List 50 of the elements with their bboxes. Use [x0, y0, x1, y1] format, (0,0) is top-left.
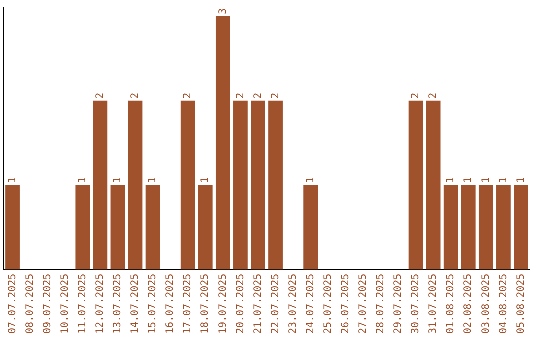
x-tick-label: 08.07.2025 — [24, 274, 36, 334]
data-label: 2 — [95, 92, 106, 99]
x-tick-label: 23.07.2025 — [288, 274, 299, 334]
x-tick-label: 02.08.2025 — [463, 274, 474, 334]
data-label: 1 — [200, 177, 212, 184]
x-tick-label: 10.07.2025 — [60, 274, 71, 334]
x-tick-label: 30.07.2025 — [410, 274, 422, 334]
x-tick-label: 22.07.2025 — [270, 274, 282, 334]
x-tick-label: 15.07.2025 — [148, 274, 159, 334]
x-tick-label: 21.07.2025 — [252, 274, 264, 334]
data-label: 2 — [235, 92, 246, 99]
data-label: 3 — [218, 8, 229, 14]
x-tick-label: 28.07.2025 — [376, 274, 387, 334]
data-label: 1 — [7, 177, 18, 184]
x-tick-label: 18.07.2025 — [200, 274, 212, 334]
data-label: 1 — [446, 177, 457, 184]
x-tick-label: 01.08.2025 — [446, 274, 457, 334]
x-tick-label: 13.07.2025 — [112, 274, 124, 334]
x-tick-label: 20.07.2025 — [235, 274, 246, 334]
data-label: 2 — [270, 92, 282, 99]
x-tick-label: 03.08.2025 — [480, 274, 492, 334]
x-tick-label: 17.07.2025 — [182, 274, 194, 334]
x-tick-label: 31.07.2025 — [428, 274, 440, 334]
data-label: 1 — [148, 177, 159, 184]
x-tick-label: 05.08.2025 — [516, 274, 527, 334]
x-tick-label: 11.07.2025 — [77, 274, 88, 334]
data-label: 2 — [252, 92, 264, 99]
data-label: 1 — [463, 177, 474, 184]
x-tick-label: 16.07.2025 — [165, 274, 176, 334]
data-label: 1 — [480, 177, 492, 184]
data-label: 1 — [498, 177, 510, 184]
data-label: 1 — [305, 177, 316, 184]
data-label: 2 — [130, 92, 142, 99]
x-tick-label: 04.08.2025 — [498, 274, 510, 334]
data-label: 1 — [77, 177, 88, 184]
data-label: 1 — [516, 177, 527, 184]
x-tick-label: 14.07.2025 — [130, 274, 142, 334]
x-tick-label: 07.07.2025 — [7, 274, 18, 334]
data-label: 2 — [428, 92, 440, 99]
x-tick-label: 27.07.2025 — [358, 274, 370, 334]
x-tick-label: 24.07.2025 — [305, 274, 316, 334]
x-tick-label: 19.07.2025 — [218, 274, 229, 334]
x-tick-label: 12.07.2025 — [95, 274, 106, 334]
x-tick-label: 25.07.2025 — [322, 274, 334, 334]
x-tick-label: 09.07.2025 — [42, 274, 54, 334]
x-tick-label: 29.07.2025 — [393, 274, 404, 334]
data-label: 2 — [182, 92, 194, 99]
data-label: 2 — [410, 92, 422, 99]
x-tick-label: 26.07.2025 — [340, 274, 352, 334]
data-label: 1 — [112, 177, 124, 184]
